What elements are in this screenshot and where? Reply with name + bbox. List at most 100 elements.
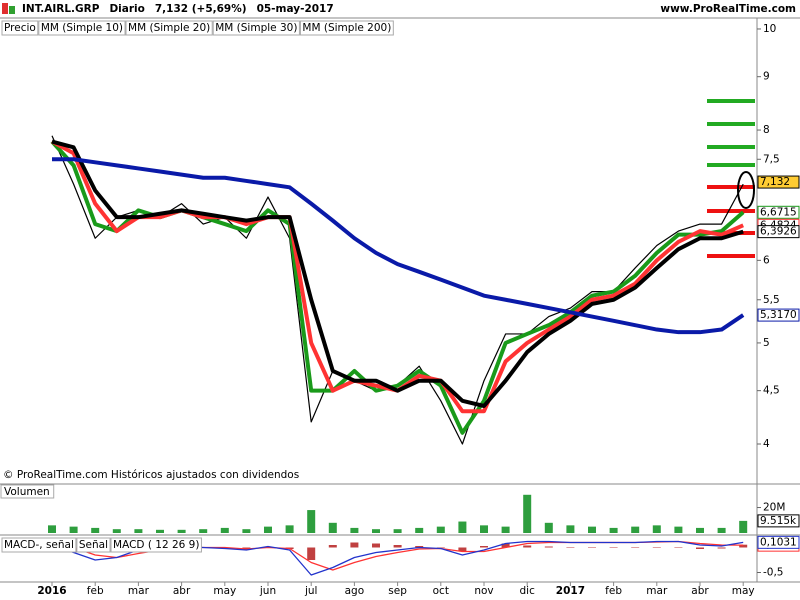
last-value-label: 6,3926: [760, 226, 797, 238]
bar: [328, 522, 337, 533]
legend-entry: MM (Simple 20): [128, 22, 210, 34]
x-tick-label: mar: [646, 585, 668, 597]
footnote: © ProRealTime.com Históricos ajustados c…: [3, 469, 299, 481]
bar: [609, 547, 618, 548]
bar: [91, 527, 100, 533]
legend-entry: Señal: [79, 539, 108, 551]
bar: [739, 544, 748, 548]
symbol-icon: [2, 3, 8, 14]
last-value-label: 7,132: [760, 176, 790, 188]
x-tick-label: sep: [388, 585, 407, 597]
bar: [307, 547, 316, 560]
legend-box: [299, 20, 394, 36]
bar: [566, 525, 575, 533]
bar: [480, 525, 488, 533]
bar: [566, 547, 575, 548]
x-tick-label: jul: [304, 585, 318, 597]
bar: [609, 527, 618, 533]
line: [52, 157, 745, 335]
bar: [199, 529, 208, 533]
bar: [48, 525, 56, 533]
last-value-box: [757, 514, 800, 528]
last-value-label: 9.515k: [760, 515, 797, 527]
y-tick-label: 6: [763, 254, 770, 266]
bar: [717, 547, 726, 549]
bar: [264, 526, 272, 533]
legend-box: [38, 20, 126, 36]
last-value-box: [757, 535, 800, 549]
date: 05-may-2017: [257, 3, 334, 15]
bar: [739, 520, 748, 533]
last-value-box: [757, 225, 800, 239]
legend-entry: MM (Simple 10): [41, 22, 123, 34]
bar: [415, 527, 424, 533]
x-tick-label: abr: [173, 585, 191, 597]
bar: [436, 526, 445, 533]
symbol-icon: [9, 6, 15, 14]
panel-title: Volumen: [4, 486, 50, 498]
line: [51, 139, 744, 409]
panel-title-box: [0, 484, 55, 499]
bar: [307, 510, 316, 533]
y-tick-label: -0,5: [763, 567, 784, 579]
x-tick-label: mar: [128, 585, 150, 597]
bar: [696, 547, 704, 549]
legend-box: [212, 20, 300, 36]
bar: [415, 546, 424, 548]
bar: [523, 494, 532, 533]
bar: [501, 526, 510, 533]
last-value-label: 6,6715: [760, 206, 797, 218]
y-tick-label: 7,5: [763, 153, 780, 165]
bar: [436, 547, 445, 548]
bar: [393, 545, 402, 548]
bar: [372, 529, 380, 533]
y-tick-label: 10: [763, 23, 776, 35]
bar: [393, 529, 402, 533]
y-tick-label: 4,5: [763, 385, 780, 397]
y-tick-label: 9: [763, 71, 770, 83]
legend-entry: MACD-, señal: [4, 539, 74, 551]
legend-box: [1, 20, 39, 36]
bar: [285, 525, 294, 533]
x-tick-label: 2016: [37, 585, 66, 597]
x-tick-label: jun: [259, 585, 276, 597]
period: Diario: [109, 3, 144, 15]
bar: [588, 526, 596, 533]
symbol: INT.AIRL.GRP: [22, 3, 100, 15]
last-value-box: [757, 308, 800, 322]
x-tick-label: abr: [691, 585, 709, 597]
y-tick-label: 5: [763, 337, 770, 349]
x-tick-label: 2017: [556, 585, 585, 597]
x-tick-label: feb: [605, 585, 622, 597]
x-tick-label: ago: [345, 585, 365, 597]
legend-entry: MM (Simple 30): [215, 22, 297, 34]
bar: [242, 529, 251, 533]
x-tick-label: dic: [520, 585, 536, 597]
legend-box: [1, 537, 77, 553]
bar: [652, 525, 661, 533]
bar: [69, 526, 78, 533]
bar: [156, 529, 164, 533]
x-tick-label: feb: [87, 585, 104, 597]
bar: [328, 545, 337, 548]
bar: [112, 529, 121, 533]
bar: [631, 547, 640, 548]
legend-entry: MACD ( 12 26 9): [113, 539, 199, 551]
y-tick-label: 4: [763, 438, 770, 450]
legend-entry: Precio: [4, 22, 36, 34]
y-tick-label: 5,5: [763, 294, 780, 306]
bar: [523, 545, 532, 548]
site: www.ProRealTime.com: [660, 3, 796, 15]
last-value-label: 5,3170: [760, 309, 797, 321]
bar: [177, 529, 186, 533]
bar: [242, 547, 251, 549]
bar: [350, 527, 359, 533]
bar: [674, 547, 683, 548]
quote: 7,132 (+5,69%): [155, 3, 247, 15]
x-tick-label: may: [213, 585, 236, 597]
x-tick-label: oct: [433, 585, 449, 597]
bar: [674, 526, 683, 533]
last-value-box: [757, 175, 800, 189]
